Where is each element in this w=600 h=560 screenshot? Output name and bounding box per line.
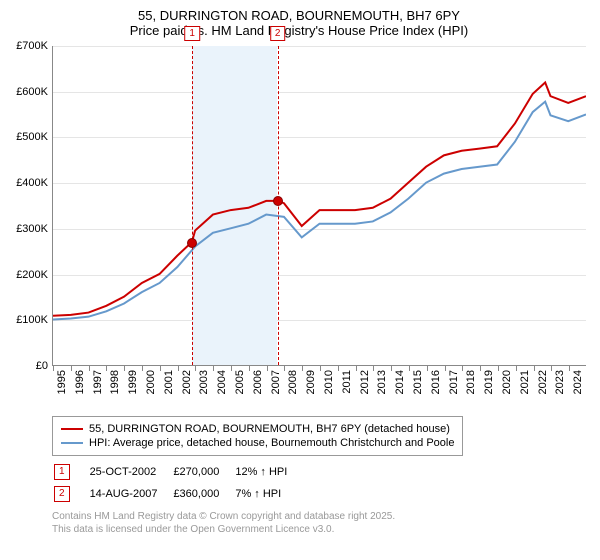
marker-label: 2	[270, 26, 286, 41]
x-tick-label: 2017	[448, 370, 460, 394]
x-tick-label: 2004	[216, 370, 228, 394]
x-tick-label: 2019	[483, 370, 495, 394]
legend-item: 55, DURRINGTON ROAD, BOURNEMOUTH, BH7 6P…	[61, 423, 454, 435]
title-line-2: Price paid vs. HM Land Registry's House …	[8, 23, 590, 38]
x-tick-label: 2001	[163, 370, 175, 394]
sales-table: 1 25-OCT-2002 £270,000 12% ↑ HPI 2 14-AU…	[52, 460, 303, 506]
x-tick-label: 2008	[287, 370, 299, 394]
x-tick-label: 2024	[572, 370, 584, 394]
title-block: 55, DURRINGTON ROAD, BOURNEMOUTH, BH7 6P…	[8, 8, 590, 38]
x-tick-label: 1999	[127, 370, 139, 394]
sale-date: 14-AUG-2007	[90, 484, 172, 504]
y-tick-label: £200K	[16, 269, 48, 281]
x-tick-label: 1996	[74, 370, 86, 394]
x-tick-label: 2002	[181, 370, 193, 394]
y-tick-label: £300K	[16, 223, 48, 235]
sale-price: £360,000	[173, 484, 233, 504]
credit-line: This data is licensed under the Open Gov…	[52, 523, 590, 536]
x-tick-label: 2014	[394, 370, 406, 394]
sale-diff: 12% ↑ HPI	[235, 462, 301, 482]
sale-badge: 1	[54, 464, 70, 480]
legend-item: HPI: Average price, detached house, Bour…	[61, 437, 454, 449]
x-tick-label: 2018	[465, 370, 477, 394]
x-tick-label: 2007	[270, 370, 282, 394]
x-tick-label: 1998	[109, 370, 121, 394]
x-tick-label: 2011	[341, 370, 353, 394]
legend: 55, DURRINGTON ROAD, BOURNEMOUTH, BH7 6P…	[52, 416, 463, 456]
marker-label: 1	[184, 26, 200, 41]
legend-label: HPI: Average price, detached house, Bour…	[89, 437, 454, 449]
x-tick-label: 2012	[359, 370, 371, 394]
table-row: 1 25-OCT-2002 £270,000 12% ↑ HPI	[54, 462, 301, 482]
x-tick-label: 2021	[519, 370, 531, 394]
series-property_price	[53, 82, 586, 315]
y-tick-label: £700K	[16, 40, 48, 52]
x-tick-label: 2013	[376, 370, 388, 394]
credit-line: Contains HM Land Registry data © Crown c…	[52, 510, 590, 523]
chart-container: 55, DURRINGTON ROAD, BOURNEMOUTH, BH7 6P…	[0, 0, 600, 560]
x-tick-label: 2020	[501, 370, 513, 394]
y-tick-label: £500K	[16, 131, 48, 143]
x-tick-label: 2000	[145, 370, 157, 394]
y-tick-label: £400K	[16, 177, 48, 189]
chart-area: 12 £0 £100K £200K £300K £400K £500K £600K £700K…	[8, 42, 588, 412]
x-tick-label: 2015	[412, 370, 424, 394]
x-tick-label: 2022	[537, 370, 549, 394]
x-tick-label: 1995	[56, 370, 68, 394]
x-tick-label: 2010	[323, 370, 335, 394]
plot: 12	[52, 46, 586, 366]
y-tick-label: £100K	[16, 314, 48, 326]
y-tick-label: £600K	[16, 86, 48, 98]
y-tick-label: £0	[36, 360, 48, 372]
title-line-1: 55, DURRINGTON ROAD, BOURNEMOUTH, BH7 6P…	[8, 8, 590, 23]
legend-label: 55, DURRINGTON ROAD, BOURNEMOUTH, BH7 6P…	[89, 423, 450, 435]
credits: Contains HM Land Registry data © Crown c…	[52, 510, 590, 536]
sale-date: 25-OCT-2002	[90, 462, 172, 482]
x-tick-label: 2016	[430, 370, 442, 394]
x-tick-label: 2006	[252, 370, 264, 394]
x-tick-label: 1997	[92, 370, 104, 394]
x-tick-label: 2003	[198, 370, 210, 394]
marker-dot	[273, 196, 283, 206]
x-tick-label: 2023	[554, 370, 566, 394]
legend-swatch	[61, 442, 83, 444]
marker-dot	[187, 238, 197, 248]
table-row: 2 14-AUG-2007 £360,000 7% ↑ HPI	[54, 484, 301, 504]
x-tick-label: 2005	[234, 370, 246, 394]
sale-price: £270,000	[173, 462, 233, 482]
sale-badge: 2	[54, 486, 70, 502]
legend-swatch	[61, 428, 83, 430]
sale-diff: 7% ↑ HPI	[235, 484, 301, 504]
x-tick-label: 2009	[305, 370, 317, 394]
